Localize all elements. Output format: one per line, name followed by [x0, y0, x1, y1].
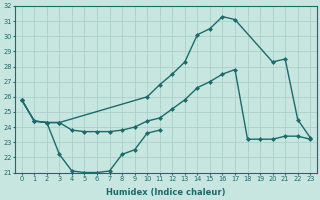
X-axis label: Humidex (Indice chaleur): Humidex (Indice chaleur) — [106, 188, 226, 197]
